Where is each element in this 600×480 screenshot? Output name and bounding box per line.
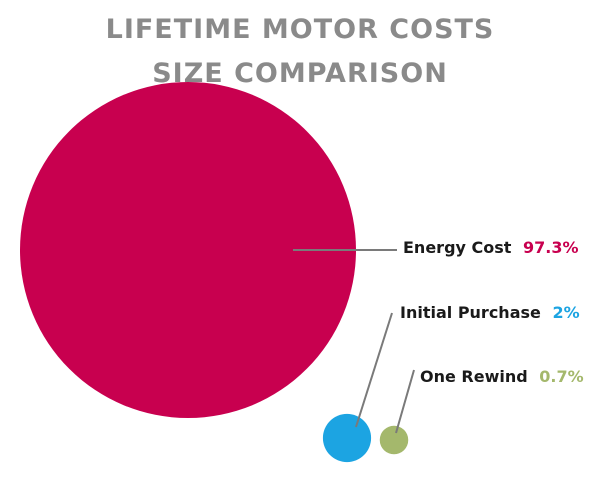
one-rewind-circle	[379, 425, 409, 455]
one-rewind-label-value: 0.7%	[539, 367, 583, 386]
initial-purchase-label-value: 2%	[552, 303, 579, 322]
energy-cost-circle	[20, 82, 356, 418]
initial-purchase-leader-line	[355, 312, 393, 428]
one-rewind-label: One Rewind 0.7%	[420, 367, 584, 386]
energy-cost-label-value: 97.3%	[523, 238, 579, 257]
chart-marks	[20, 82, 415, 463]
one-rewind-label-name: One Rewind	[420, 367, 528, 386]
one-rewind-leader-line	[395, 369, 415, 434]
initial-purchase-circle	[322, 413, 372, 463]
chart-title-line-1: LIFETIME MOTOR COSTS	[105, 14, 495, 45]
energy-cost-label: Energy Cost 97.3%	[403, 238, 579, 257]
initial-purchase-label-name: Initial Purchase	[400, 303, 541, 322]
chart-labels: Energy Cost 97.3% Initial Purchase 2% On…	[400, 238, 584, 386]
initial-purchase-label: Initial Purchase 2%	[400, 303, 580, 322]
energy-cost-label-name: Energy Cost	[403, 238, 512, 257]
